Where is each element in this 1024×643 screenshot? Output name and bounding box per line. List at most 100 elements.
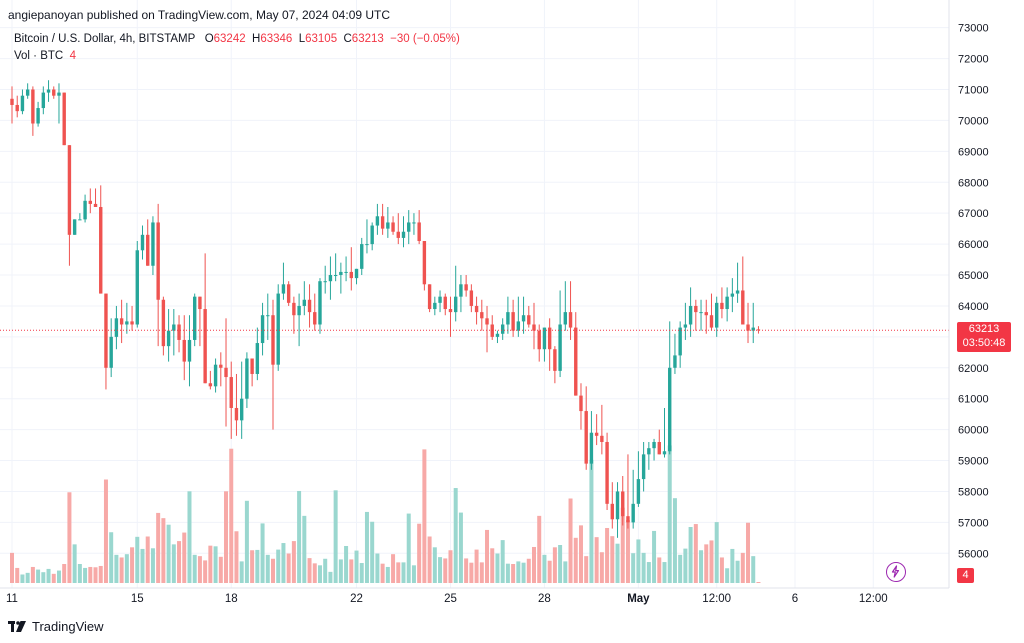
candle-body [516,321,521,331]
candle [146,219,150,266]
volume-bar [641,552,646,583]
volume-bar [15,567,20,583]
candle-body [574,327,578,396]
candle [104,293,108,390]
price-tick-label: 71000 [958,85,989,97]
volume-legend: Vol · BTC 4 [14,50,76,62]
candle-body [354,268,359,279]
volume-bar [578,525,583,583]
candle-body [709,315,714,328]
volume-bar [281,543,286,583]
price-axis[interactable]: 5600057000580005900060000610006200063000… [958,23,989,561]
candle-body [41,92,46,109]
price-tick-label: 65000 [958,270,989,282]
volume-bar [20,574,25,583]
candle [516,296,521,337]
candle-body [62,92,66,146]
candle [297,293,301,347]
volume-bar [229,448,234,583]
candle-body [704,312,708,316]
candle-body [678,327,682,356]
candle-body [438,296,442,303]
candle-body [615,491,620,520]
volume-bar [10,552,14,583]
volume-bar [500,540,505,583]
candle-body [683,324,688,328]
symbol-label[interactable]: Bitcoin / U.S. Dollar, 4h, BITSTAMP [14,33,196,45]
candle-body [72,219,77,235]
volume-bar [756,582,761,583]
volume-bar [458,512,463,583]
candle [401,216,406,248]
high-value: 63346 [260,33,293,45]
candle [422,241,427,291]
candle-body [156,222,160,300]
price-tick-label: 56000 [958,548,989,560]
time-axis[interactable]: 11 15 18 22 25 28 May 12:00 6 12:00 [6,593,888,605]
candle [438,290,442,313]
candle [610,482,614,529]
volume-bar [438,557,443,583]
volume-tag: 4 [957,568,974,583]
volume-bar [631,553,636,583]
candle-body [219,364,223,368]
volume-bar [417,523,422,583]
candle [375,203,380,235]
candle [318,278,322,334]
volume-bar [568,498,573,583]
volume-bar [250,550,255,583]
candle [245,352,249,408]
volume-bar [511,564,516,583]
candle-body [746,324,750,331]
flash-button[interactable] [886,562,906,582]
volume-bar [93,567,98,583]
candle [344,256,348,282]
time-tick-label: 22 [350,593,363,605]
candle [407,210,411,245]
candle [135,241,139,328]
candle-body [454,296,458,313]
candle-body [78,219,82,221]
volume-bar [406,513,411,583]
volume-bar [563,561,568,583]
candle-body [542,327,547,350]
candle [281,262,286,300]
candle-body [647,448,651,455]
candle [730,278,735,313]
volume-bar [124,554,129,583]
volume-bar [751,556,756,583]
candle [448,296,453,337]
candle [386,206,390,238]
volume-bar [505,563,510,583]
candle-body [119,318,124,325]
price-tick-label: 67000 [958,208,989,220]
volume-label[interactable]: Vol · BTC [14,50,64,62]
candle-body [182,339,186,362]
time-tick-label: 18 [225,593,238,605]
candle [114,305,119,350]
candle [673,333,677,374]
candle [177,315,181,353]
time-tick-label: May [627,593,650,605]
volume-bar [302,515,307,583]
candle-body [25,89,30,96]
candle-body [584,411,588,464]
candle [360,237,364,276]
candle [459,275,463,313]
candle [286,281,291,306]
volume-bar [317,565,322,583]
candle [172,309,176,356]
candle [563,281,568,331]
candle [500,318,505,340]
tradingview-brand[interactable]: TradingView [8,619,104,634]
candle [99,185,103,294]
candle-body [323,281,327,283]
volume-bar [109,532,114,583]
candle [568,281,573,340]
candle-body [427,284,432,310]
volume-bar [380,563,385,583]
candle [605,432,609,511]
volume-bar [297,490,302,583]
candle [88,188,92,214]
